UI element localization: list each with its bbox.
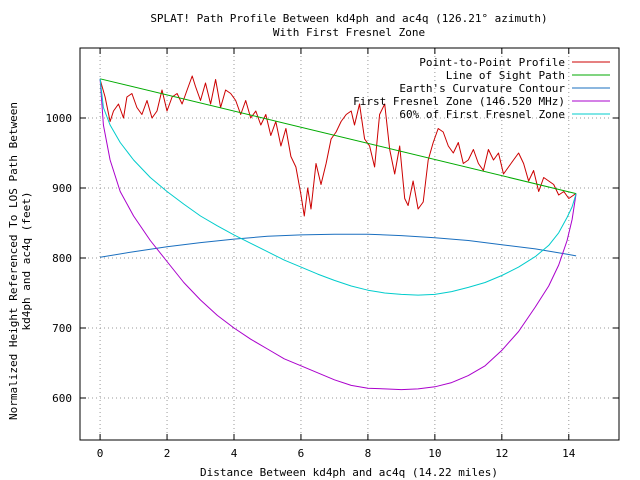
x-tick-label: 14 [562, 447, 576, 460]
x-tick-label: 6 [298, 447, 305, 460]
x-tick-label: 2 [164, 447, 171, 460]
x-tick-label: 4 [231, 447, 238, 460]
y-tick-label: 700 [52, 322, 72, 335]
series-line-point-to-point-profile [99, 75, 577, 217]
series-group [99, 75, 577, 391]
legend-label: Line of Sight Path [446, 69, 565, 82]
x-axis-ticks: 0 2 4 6 8 10 12 14 [97, 48, 576, 460]
series-line-60-of-first-fresnel-zone [99, 78, 577, 296]
legend-label: First Fresnel Zone (146.520 MHz) [353, 95, 565, 108]
legend-label: Point-to-Point Profile [419, 56, 565, 69]
x-tick-label: 12 [495, 447, 508, 460]
series-line-line-of-sight-path [99, 78, 577, 195]
grid [80, 48, 619, 440]
y-axis-label-line-1: Normalized Height Referenced To LOS Path… [7, 102, 20, 420]
chart-subtitle: With First Fresnel Zone [273, 26, 425, 39]
y-tick-label: 800 [52, 252, 72, 265]
series-line-first-fresnel-zone-146-520-mhz [99, 78, 577, 391]
plot-frame [79, 47, 620, 441]
x-axis-label: Distance Between kd4ph and ac4q (14.22 m… [200, 466, 498, 479]
legend-label: 60% of First Fresnel Zone [399, 108, 565, 121]
y-axis-ticks: 600 700 800 900 1000 [46, 112, 619, 405]
x-tick-label: 10 [428, 447, 441, 460]
y-axis-label-line-2: kd4ph and ac4q (feet) [20, 191, 33, 330]
legend-label: Earth's Curvature Contour [399, 82, 565, 95]
chart-title: SPLAT! Path Profile Between kd4ph and ac… [150, 12, 547, 25]
x-tick-label: 0 [97, 447, 104, 460]
x-tick-label: 8 [365, 447, 372, 460]
y-tick-label: 900 [52, 182, 72, 195]
y-tick-label: 1000 [46, 112, 73, 125]
series-line-earth-s-curvature-contour [100, 233, 577, 258]
y-tick-label: 600 [52, 392, 72, 405]
